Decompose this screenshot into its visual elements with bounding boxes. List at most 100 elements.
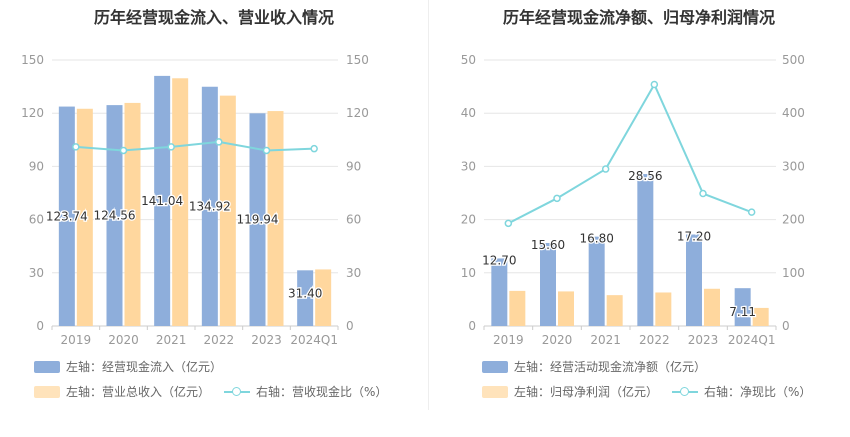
ratio-line-point: [167, 143, 175, 151]
legend-item-net-cashflow[interactable]: 左轴：经营活动现金流净额（亿元）: [482, 358, 706, 375]
y-left-tick-label: 0: [468, 319, 476, 333]
bar-primary: [637, 174, 654, 326]
chart-title: 历年经营现金流净额、归母净利润情况: [502, 8, 775, 27]
bar-data-label: 28.56: [628, 169, 662, 183]
bar-primary: [201, 86, 218, 326]
y-left-tick-label: 50: [461, 53, 476, 67]
legend-swatch-bar-secondary: [34, 385, 60, 398]
ratio-line-point: [553, 194, 561, 203]
chart-plot-area: 0 30 60 90 120 150 0 30 60 90 120 150 2019 2020 2021 20…: [21, 53, 369, 347]
bar-primary: [297, 270, 314, 326]
legend-item-net-profit[interactable]: 左轴：归母净利润（亿元）: [482, 383, 658, 400]
y-right-tick-label: 120: [346, 106, 369, 120]
y-right-tick-label: 0: [782, 319, 790, 333]
y-right-tick-label: 150: [346, 53, 369, 67]
legend-item-cash-revenue-ratio[interactable]: 右轴：营收现金比（%）: [224, 383, 387, 400]
x-tick-label: 2021: [156, 333, 187, 347]
legend-item-revenue[interactable]: 左轴：营业总收入（亿元）: [34, 383, 210, 400]
y-right-tick-label: 100: [782, 266, 805, 280]
bar-data-label: 15.60: [531, 238, 565, 252]
ratio-line: [75, 140, 315, 152]
legend-swatch-line: [224, 385, 251, 399]
y-left-tick-label: 10: [461, 266, 476, 280]
bar-primary: [540, 243, 556, 326]
bar-data-label: 31.40: [288, 286, 322, 300]
y-right-tick-label: 300: [782, 159, 805, 173]
bar-data-label: 17.20: [677, 229, 711, 243]
bar-data-label: 123.74: [46, 209, 88, 223]
y-left-tick-label: 30: [29, 266, 44, 280]
x-tick-label: 2019: [61, 333, 92, 347]
legend-label: 右轴：净现比（%）: [704, 385, 812, 399]
bar-data-label: 124.56: [94, 209, 136, 223]
legend-row-1: 左轴：经营现金流入（亿元）: [34, 358, 236, 375]
x-tick-label: 2024Q1: [290, 333, 338, 347]
y-left-tick-label: 150: [21, 53, 44, 67]
bar-primary: [588, 236, 605, 326]
ratio-line-point: [747, 208, 756, 216]
x-tick-label: 2024Q1: [728, 333, 776, 347]
bar-secondary: [219, 95, 236, 326]
bar-data-label: 141.04: [141, 194, 183, 208]
bar-primary: [58, 106, 75, 326]
y-right-tick-label: 200: [782, 213, 805, 227]
y-right-tick-label: 30: [346, 266, 361, 280]
ratio-line-point: [699, 189, 707, 198]
y-left-tick-label: 40: [461, 106, 476, 120]
bar-secondary: [172, 78, 189, 326]
bar-secondary: [606, 295, 623, 326]
legend-item-cash-profit-ratio[interactable]: 右轴：净现比（%）: [672, 383, 811, 400]
legend-swatch-line: [672, 385, 699, 399]
bar-secondary: [655, 292, 672, 326]
bar-data-label: 7.11: [729, 305, 756, 319]
bar-data-label: 12.70: [482, 253, 516, 267]
bar-primary: [734, 288, 751, 326]
y-left-tick-label: 60: [29, 213, 44, 227]
ratio-line-point: [504, 219, 513, 228]
panel-divider: [428, 0, 429, 410]
y-left-tick-label: 20: [461, 213, 476, 227]
legend-swatch-bar-primary: [34, 360, 60, 373]
bar-primary: [686, 234, 702, 326]
y-left-tick-label: 0: [36, 319, 44, 333]
y-right-tick-label: 400: [782, 106, 805, 120]
bar-secondary: [704, 288, 720, 326]
x-tick-label: 2023: [251, 333, 282, 347]
chart-panel-net-cashflow-profit: 历年经营现金流净额、归母净利润情况 0 10 20 30 40 50 0 100 200 300 4…: [428, 0, 850, 437]
ratio-line-point: [119, 146, 128, 155]
bar-secondary: [509, 290, 526, 326]
ratio-line-point: [262, 146, 271, 155]
bar-secondary: [267, 111, 284, 327]
y-right-tick-label: 0: [346, 319, 354, 333]
ratio-line-point: [650, 80, 659, 89]
x-tick-label: 2020: [542, 333, 573, 347]
x-tick-label: 2022: [639, 333, 670, 347]
bar-primary: [154, 75, 171, 326]
legend-item-cash-inflow[interactable]: 左轴：经营现金流入（亿元）: [34, 358, 222, 375]
y-left-tick-label: 90: [29, 159, 44, 173]
x-tick-label: 2020: [108, 333, 139, 347]
legend-swatch-bar-secondary: [482, 385, 508, 398]
legend-swatch-bar-primary: [482, 360, 508, 373]
ratio-line-point: [215, 138, 223, 146]
bar-secondary: [752, 307, 769, 326]
chart-panel-cashflow-revenue: 历年经营现金流入、营业收入情况 0 30 60 90 120 150 0 30 60 90 120 1…: [21, 8, 387, 400]
legend-label: 左轴：归母净利润（亿元）: [514, 385, 659, 399]
ratio-line-point: [310, 144, 318, 153]
legend-label: 左轴：经营现金流入（亿元）: [66, 360, 223, 374]
y-left-tick-label: 120: [21, 106, 44, 120]
bar-secondary: [76, 108, 93, 327]
ratio-line-point: [72, 143, 80, 151]
x-tick-label: 2021: [590, 333, 621, 347]
x-tick-label: 2019: [493, 333, 524, 347]
bar-secondary: [124, 102, 141, 326]
bar-primary: [106, 105, 123, 326]
x-tick-label: 2023: [688, 333, 719, 347]
legend-row-1: 左轴：经营活动现金流净额（亿元）: [482, 358, 720, 375]
y-left-tick-label: 30: [461, 159, 476, 173]
ratio-line: [507, 82, 753, 225]
bar-data-label: 134.92: [189, 199, 231, 213]
chart-title: 历年经营现金流入、营业收入情况: [93, 8, 334, 27]
y-right-tick-label: 500: [782, 53, 805, 67]
